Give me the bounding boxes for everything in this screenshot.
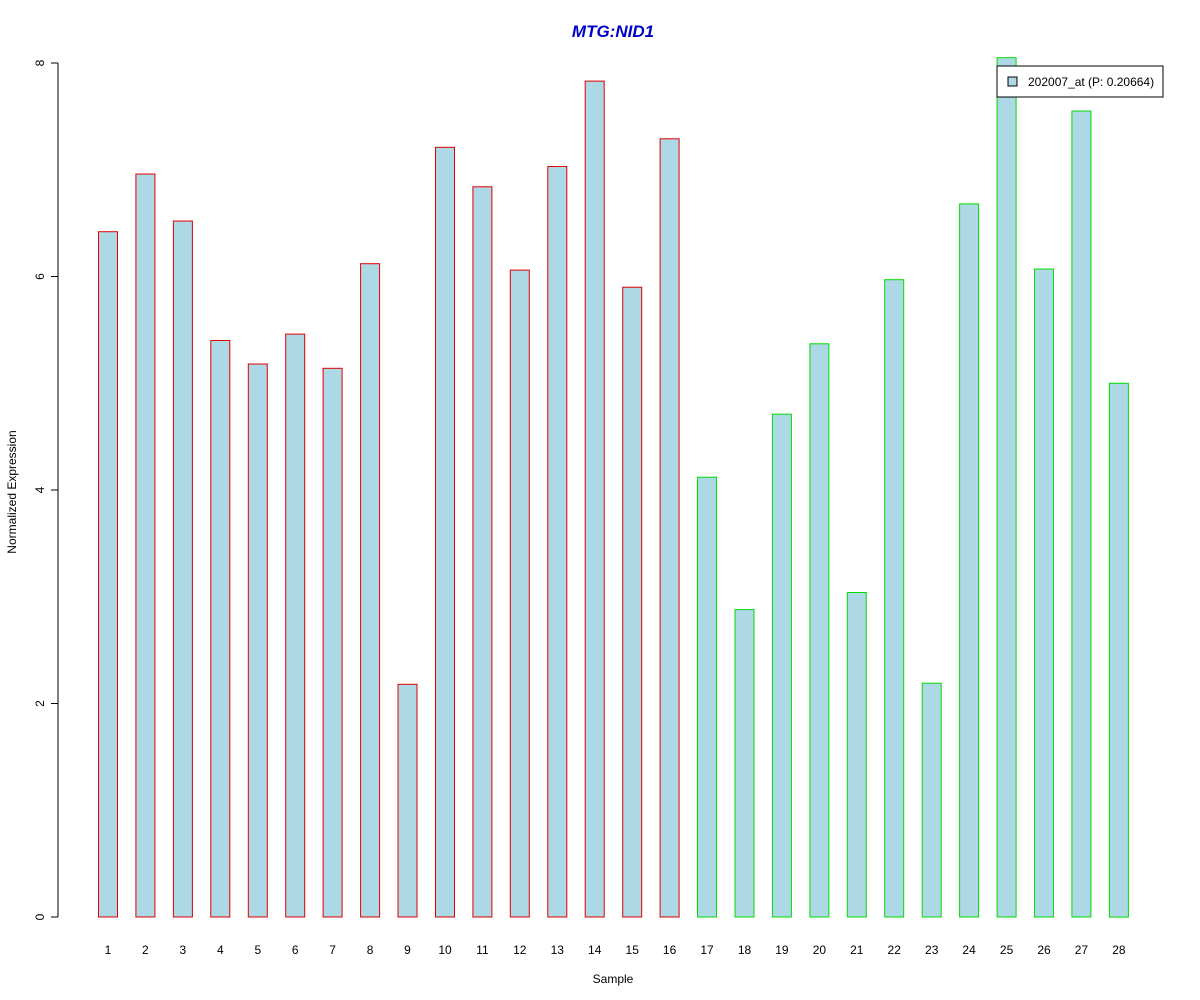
y-tick-label: 8 [33,59,47,66]
x-tick-label: 16 [663,943,677,957]
bar-sample-3 [172,220,193,918]
bar-sample-28 [1108,382,1129,918]
x-tick-label: 11 [476,943,489,957]
x-tick-label: 12 [513,943,527,957]
x-tick-label: 9 [404,943,411,957]
x-tick-label: 4 [217,943,224,957]
x-tick-label: 17 [700,943,714,957]
x-tick-label: 5 [254,943,261,957]
bar-sample-16 [659,138,680,918]
x-tick-label: 2 [142,943,149,957]
bar-sample-14 [584,80,605,918]
x-tick-label: 7 [329,943,336,957]
x-tick-label: 28 [1112,943,1126,957]
bar-sample-1 [98,231,118,918]
x-axis-label: Sample [593,972,634,986]
x-tick-label: 3 [180,943,187,957]
legend: 202007_at (P: 0.20664) [996,65,1164,98]
y-tick-label: 4 [33,486,47,493]
bar-sample-22 [884,279,905,918]
chart-title: MTG:NID1 [572,22,654,41]
bar-sample-11 [472,186,493,918]
x-tick-label: 6 [292,943,299,957]
bar-sample-7 [322,367,343,918]
x-tick-label: 14 [588,943,602,957]
bar-sample-24 [959,203,980,918]
x-tick-labels: 1 2 3 4 5 6 7 8 9 10 11 12 13 14 15 16 17 18 19 20 21 22 23 24 2… [105,943,1126,957]
x-tick-label: 27 [1075,943,1089,957]
bar-sample-5 [247,363,268,918]
bar-sample-21 [846,592,867,918]
x-tick-label: 26 [1037,943,1051,957]
bar-sample-27 [1071,110,1092,918]
bar-sample-12 [509,269,530,918]
x-tick-label: 24 [962,943,976,957]
bar-sample-20 [809,343,830,918]
bar-sample-26 [1034,268,1054,918]
x-tick-label: 18 [738,943,752,957]
x-tick-label: 20 [813,943,827,957]
bar-sample-10 [435,146,455,918]
x-tick-label: 15 [626,943,640,957]
y-tick-label: 6 [33,273,47,280]
x-tick-label: 25 [1000,943,1014,957]
x-tick-label: 21 [850,943,864,957]
bar-sample-13 [547,166,568,918]
bar-sample-8 [360,263,381,918]
y-tick-label: 2 [33,700,47,707]
x-tick-label: 19 [775,943,789,957]
x-tick-label: 1 [105,943,112,957]
y-axis-label: Normalized Expression [5,430,19,553]
y-tick-label: 0 [33,913,47,920]
bar-sample-23 [921,682,942,918]
x-tick-label: 13 [551,943,565,957]
y-axis: 0 2 4 6 8 [33,59,59,920]
bars [98,57,1129,918]
x-tick-label: 8 [367,943,374,957]
x-tick-label: 10 [438,943,452,957]
bar-sample-18 [734,609,755,918]
x-tick-label: 23 [925,943,939,957]
bar-sample-4 [210,340,231,918]
bar-sample-17 [697,476,717,918]
legend-swatch [1007,76,1018,87]
bar-sample-6 [285,333,306,918]
bar-sample-9 [397,683,418,918]
x-tick-label: 22 [888,943,902,957]
bar-sample-19 [771,413,792,918]
bar-sample-25 [996,57,1017,918]
bar-sample-15 [622,286,643,918]
bar-sample-2 [135,173,156,918]
legend-label: 202007_at (P: 0.20664) [1028,75,1154,89]
legend-box [996,65,1164,98]
